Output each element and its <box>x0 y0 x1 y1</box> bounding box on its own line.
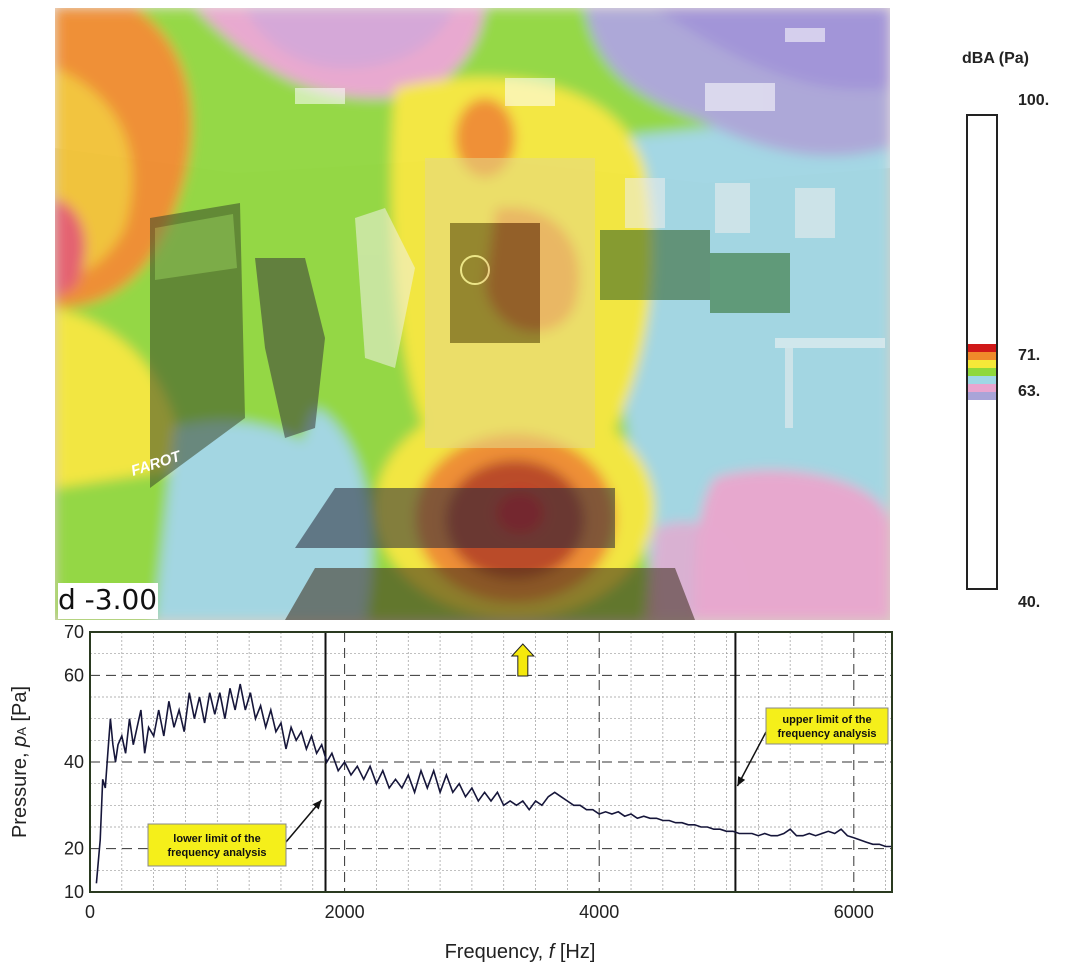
x-axis-label: Frequency, f [Hz] <box>445 941 596 963</box>
limit-pointer-line <box>736 731 767 787</box>
x-tick-label: 4000 <box>579 902 619 922</box>
y-tick-label: 20 <box>64 839 84 859</box>
scale-band <box>968 368 996 376</box>
x-tick-label: 0 <box>85 902 95 922</box>
chart-grid <box>89 632 892 892</box>
plot-frame <box>89 631 893 893</box>
scale-band <box>968 376 996 384</box>
scale-band <box>968 384 996 392</box>
distance-label: d -3.00 <box>58 583 158 619</box>
color-scale-bar <box>966 114 998 590</box>
limit-label-box <box>147 823 287 867</box>
scale-tick-min: 40. <box>1018 594 1041 611</box>
axis-ticks: 0 2000 4000 6000 10 20 40 60 70 <box>64 622 874 922</box>
scale-band <box>968 392 996 400</box>
y-tick-label: 70 <box>64 622 84 642</box>
scale-tick-upper: 71. <box>1018 347 1041 364</box>
scale-title: dBA (Pa) <box>962 50 1029 67</box>
limit-label-line1: upper limit of the <box>782 714 871 726</box>
limit-label-line2: frequency analysis <box>167 847 266 859</box>
y-tick-label: 40 <box>64 752 84 772</box>
spectrum-chart: lower limit of the frequency analysis uppe… <box>9 622 893 963</box>
yellow-arrow-marker <box>510 643 535 677</box>
scale-band <box>968 344 996 352</box>
limit-pointer-line <box>285 799 323 843</box>
scale-tick-lower: 63. <box>1018 383 1041 400</box>
y-tick-label: 60 <box>64 665 84 685</box>
limit-label-line1: lower limit of the <box>173 833 260 845</box>
scale-tick-max: 100. <box>1018 92 1050 109</box>
series-line-pressure <box>95 683 892 884</box>
x-tick-label: 2000 <box>325 902 365 922</box>
y-tick-label: 10 <box>64 882 84 902</box>
x-tick-label: 6000 <box>834 902 874 922</box>
acoustic-camera-image: FAROT <box>55 8 890 620</box>
scale-band <box>968 360 996 368</box>
limit-pointer-arrowhead <box>312 800 322 810</box>
limit-label-line2: frequency analysis <box>777 728 876 740</box>
analysis-limits: lower limit of the frequency analysis uppe… <box>147 632 889 892</box>
scale-band <box>968 352 996 360</box>
limit-pointer-arrowhead <box>737 776 746 786</box>
y-axis-label: Pressure, pA [Pa] <box>9 686 31 838</box>
limit-label-box <box>765 707 889 745</box>
